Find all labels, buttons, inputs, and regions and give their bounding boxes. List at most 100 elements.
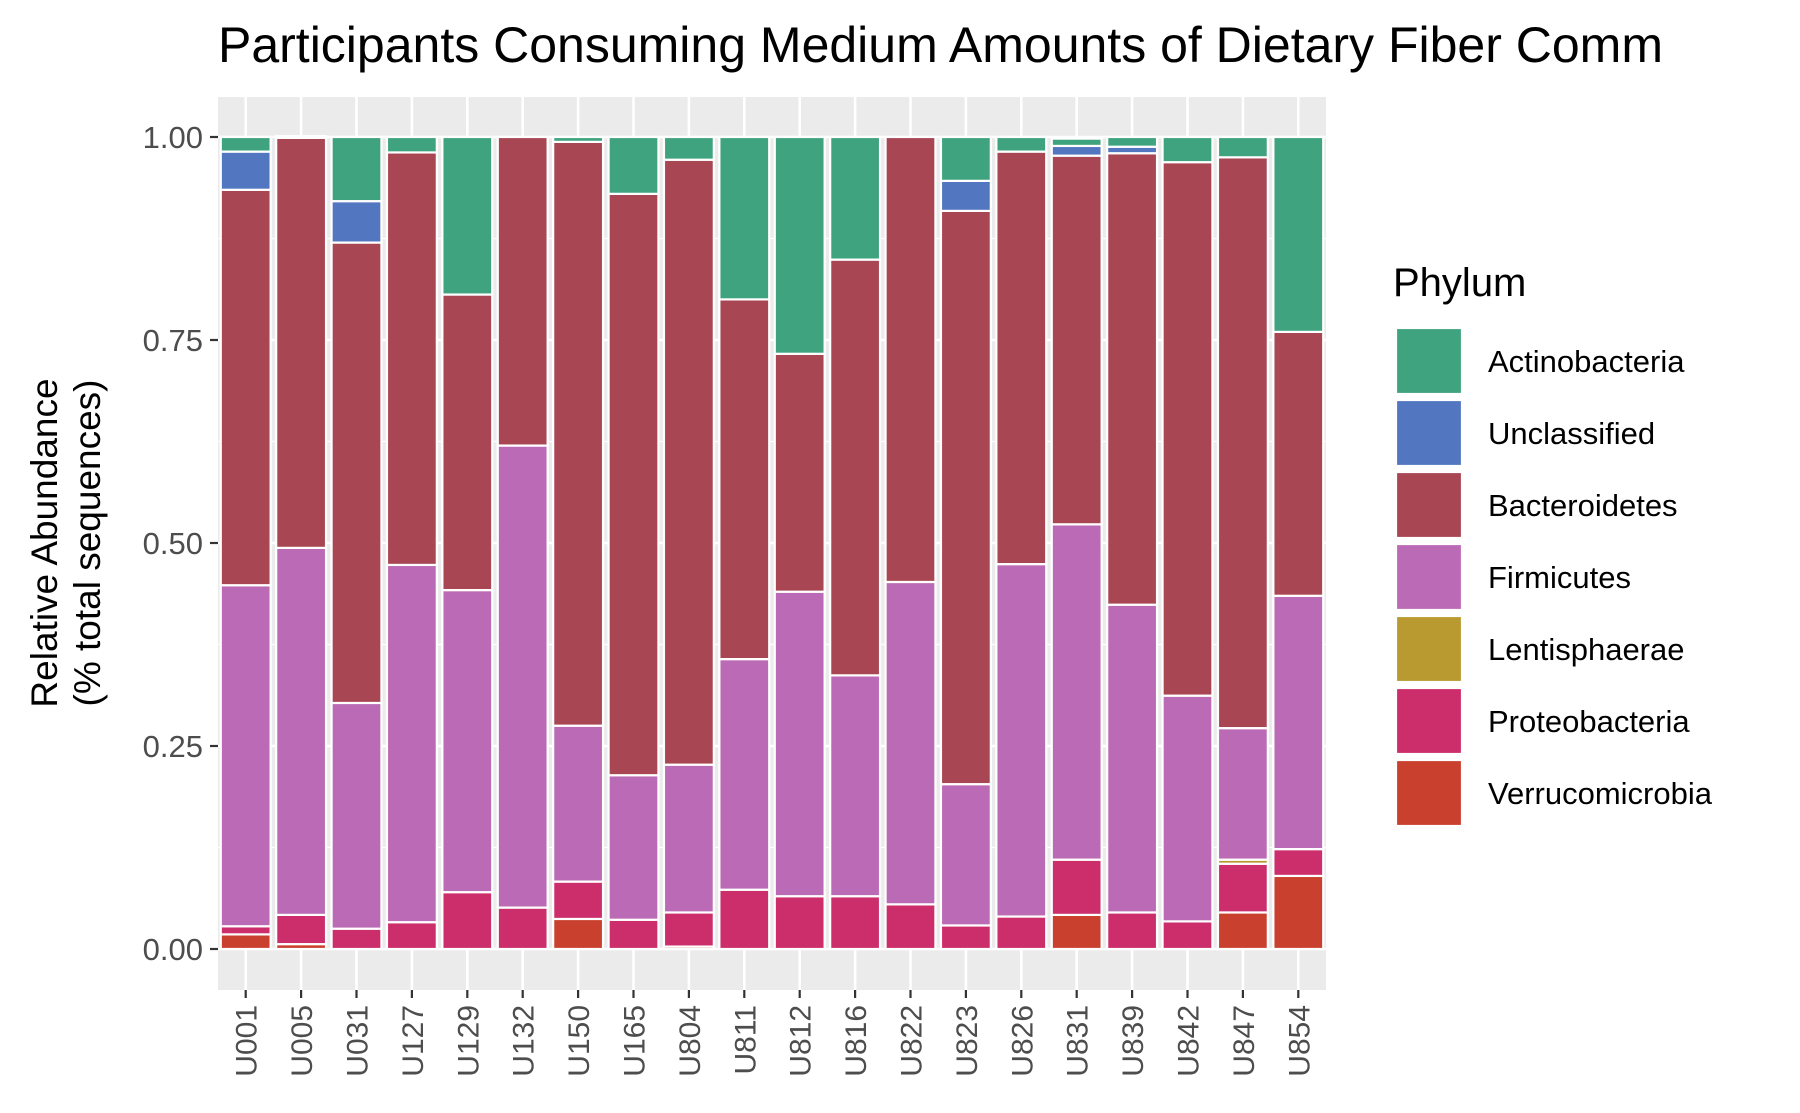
bar-segment-proteobacteria-u842 xyxy=(1161,920,1214,951)
bar-segment-firmicutes-u839 xyxy=(1106,603,1159,914)
bar-segment-actinobacteria-u816 xyxy=(829,135,882,261)
bar-segment-actinobacteria-u127 xyxy=(385,135,438,154)
bar-segment-firmicutes-u127 xyxy=(385,563,438,924)
y-tick-label: 0.50 xyxy=(143,526,203,561)
x-tick-label: U854 xyxy=(1283,1005,1316,1077)
chart-title: Participants Consuming Medium Amounts of… xyxy=(218,17,1663,73)
x-tick-label: U127 xyxy=(397,1005,430,1077)
bar-segment-actinobacteria-u854 xyxy=(1272,135,1325,333)
bar-segment-bacteroidetes-u822 xyxy=(884,135,937,584)
bar-segment-firmicutes-u132 xyxy=(496,444,549,909)
bar-segment-proteobacteria-u031 xyxy=(330,927,383,951)
x-tick-label: U816 xyxy=(840,1005,873,1077)
bar-segment-bacteroidetes-u127 xyxy=(385,151,438,567)
bar-segment-bacteroidetes-u812 xyxy=(773,352,826,593)
bar-segment-verrucomicrobia-u847 xyxy=(1216,911,1269,951)
bar-segment-firmicutes-u812 xyxy=(773,590,826,898)
legend-key-firmicutes xyxy=(1394,542,1464,612)
y-tick-label: 0.25 xyxy=(143,729,203,764)
x-tick-label: U005 xyxy=(286,1005,319,1077)
y-axis: 0.00 0.25 0.50 0.75 1.00 xyxy=(143,120,218,967)
x-tick-label: U811 xyxy=(729,1005,762,1075)
y-tick-label: 0.00 xyxy=(143,932,203,967)
bar-segment-bacteroidetes-u839 xyxy=(1106,152,1159,606)
bar-segment-unclassified-u031 xyxy=(330,200,383,244)
bar-segment-bacteroidetes-u847 xyxy=(1216,156,1269,730)
bar-segment-bacteroidetes-u842 xyxy=(1161,161,1214,697)
bar-segment-actinobacteria-u811 xyxy=(718,135,771,301)
bar-segment-firmicutes-u031 xyxy=(330,701,383,930)
bar-segment-proteobacteria-u132 xyxy=(496,906,549,951)
legend-label-lentisphaerae: Lentisphaerae xyxy=(1488,632,1685,667)
bar-segment-proteobacteria-u839 xyxy=(1106,911,1159,951)
bar-segment-unclassified-u001 xyxy=(219,150,272,191)
bar-segment-firmicutes-u811 xyxy=(718,658,771,891)
legend-key-unclassified xyxy=(1394,398,1464,468)
bar-segment-firmicutes-u001 xyxy=(219,584,272,928)
legend-label-verrucomicrobia: Verrucomicrobia xyxy=(1488,776,1713,811)
bar-segment-bacteroidetes-u826 xyxy=(995,150,1048,566)
legend-label-firmicutes: Firmicutes xyxy=(1488,560,1631,595)
x-tick-label: U823 xyxy=(951,1005,984,1077)
bar-segment-proteobacteria-u826 xyxy=(995,915,1048,951)
x-tick-label: U812 xyxy=(785,1005,818,1077)
bar-segment-proteobacteria-u831 xyxy=(1050,858,1103,916)
bar-segment-firmicutes-u822 xyxy=(884,580,937,906)
bar-segment-firmicutes-u842 xyxy=(1161,694,1214,923)
bar-segment-firmicutes-u816 xyxy=(829,674,882,898)
bar-segment-firmicutes-u150 xyxy=(552,724,605,883)
bar-segment-bacteroidetes-u823 xyxy=(939,209,992,786)
bar-segment-bacteroidetes-u831 xyxy=(1050,154,1103,526)
legend-key-bacteroidetes xyxy=(1394,470,1464,540)
legend-label-bacteroidetes: Bacteroidetes xyxy=(1488,488,1678,523)
bar-segment-proteobacteria-u001 xyxy=(219,925,272,936)
bar-segment-verrucomicrobia-u150 xyxy=(552,917,605,951)
bar-segment-verrucomicrobia-u001 xyxy=(219,933,272,951)
bar-segment-actinobacteria-u804 xyxy=(662,135,715,161)
bar-segment-proteobacteria-u816 xyxy=(829,895,882,951)
bar-segment-unclassified-u005 xyxy=(275,135,328,139)
x-tick-label: U847 xyxy=(1228,1005,1261,1077)
bar-segment-bacteroidetes-u129 xyxy=(441,293,494,592)
bar-segment-verrucomicrobia-u831 xyxy=(1050,913,1103,951)
y-axis-label-line2: (% total sequences) xyxy=(67,379,108,706)
bar-segment-bacteroidetes-u150 xyxy=(552,140,605,727)
x-axis: U001 U005 U031 U127 U129 U132 U150 U165 U804 U811… xyxy=(231,990,1316,1077)
bar-segment-unclassified-u823 xyxy=(939,179,992,212)
bar-segment-proteobacteria-u150 xyxy=(552,880,605,921)
bar-segment-unclassified-u831 xyxy=(1050,144,1103,157)
bar-segment-actinobacteria-u823 xyxy=(939,135,992,182)
x-tick-label: U822 xyxy=(896,1005,929,1077)
bar-segment-firmicutes-u129 xyxy=(441,588,494,894)
legend: Phylum Actinobacteria Unclassified Bactero… xyxy=(1393,261,1713,828)
bar-segment-actinobacteria-u831 xyxy=(1050,137,1103,148)
y-axis-label-line1: Relative Abundance xyxy=(24,378,65,707)
bar-segment-verrucomicrobia-u854 xyxy=(1272,874,1325,951)
x-tick-label: U150 xyxy=(563,1005,596,1077)
bar-segment-proteobacteria-u847 xyxy=(1216,862,1269,914)
bar-segment-bacteroidetes-u165 xyxy=(607,192,660,777)
x-tick-label: U165 xyxy=(619,1005,652,1077)
bar-segment-actinobacteria-u031 xyxy=(330,135,383,203)
bars xyxy=(219,135,1325,951)
bar-segment-bacteroidetes-u001 xyxy=(219,188,272,587)
bar-segment-proteobacteria-u165 xyxy=(607,918,660,951)
bar-segment-firmicutes-u165 xyxy=(607,774,660,921)
bar-segment-actinobacteria-u847 xyxy=(1216,135,1269,159)
x-tick-label: U842 xyxy=(1173,1005,1206,1077)
bar-segment-proteobacteria-u822 xyxy=(884,903,937,951)
bar-segment-bacteroidetes-u854 xyxy=(1272,330,1325,597)
x-tick-label: U001 xyxy=(231,1005,264,1077)
bar-segment-proteobacteria-u129 xyxy=(441,891,494,951)
x-tick-label: U804 xyxy=(674,1005,707,1077)
legend-key-actinobacteria xyxy=(1394,326,1464,396)
bar-segment-actinobacteria-u812 xyxy=(773,135,826,355)
bar-segment-bacteroidetes-u811 xyxy=(718,298,771,661)
x-tick-label: U132 xyxy=(508,1005,541,1077)
x-tick-label: U831 xyxy=(1062,1005,1095,1077)
legend-key-lentisphaerae xyxy=(1394,614,1464,684)
bar-segment-bacteroidetes-u132 xyxy=(496,135,549,447)
x-tick-label: U826 xyxy=(1006,1005,1039,1077)
bar-segment-proteobacteria-u854 xyxy=(1272,848,1325,878)
